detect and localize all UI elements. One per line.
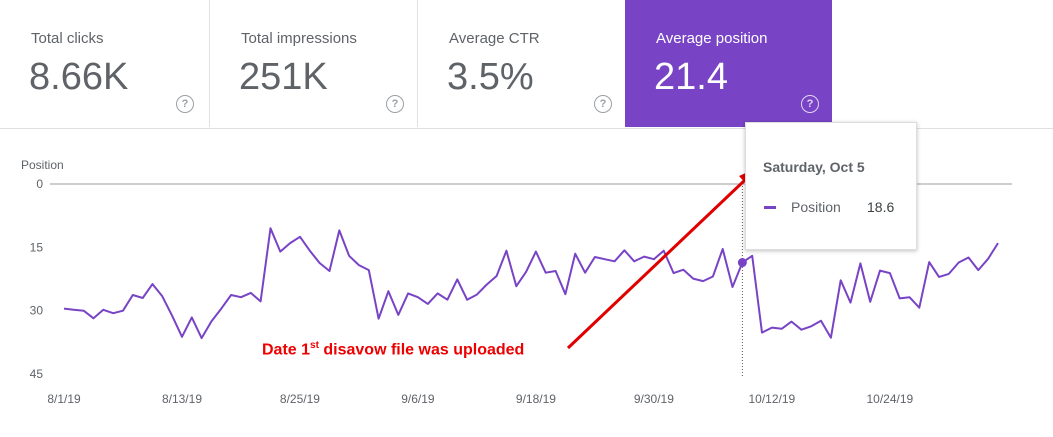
card-divider	[209, 0, 210, 127]
total-impressions-label: Total impressions	[241, 30, 357, 47]
series-line-position	[63, 227, 999, 340]
average-position-card[interactable]: Average position 21.4 ?	[625, 0, 832, 127]
tooltip-series-swatch	[764, 206, 776, 209]
annotation-prefix: Date 1	[262, 341, 311, 359]
data-point[interactable]	[737, 258, 747, 268]
x-tick-label: 9/6/19	[401, 392, 435, 406]
total-impressions-value: 251K	[239, 56, 328, 98]
y-tick-label: 15	[30, 240, 44, 254]
help-icon[interactable]: ?	[176, 95, 194, 113]
x-tick-label: 10/24/19	[866, 392, 913, 406]
total-clicks-value: 8.66K	[29, 56, 129, 98]
metric-cards: Total clicks 8.66K ? Total impressions 2…	[0, 0, 1053, 129]
help-icon[interactable]: ?	[386, 95, 404, 113]
x-tick-label: 10/12/19	[749, 392, 796, 406]
total-clicks-card[interactable]: Total clicks 8.66K ?	[0, 0, 209, 127]
tooltip-date: Saturday, Oct 5	[763, 159, 865, 175]
average-ctr-label: Average CTR	[449, 30, 540, 47]
x-tick-label: 8/13/19	[162, 392, 202, 406]
total-clicks-label: Total clicks	[31, 30, 104, 47]
x-tick-label: 9/18/19	[516, 392, 556, 406]
help-icon[interactable]: ?	[801, 95, 819, 113]
annotation-text: Date 1st disavow file was uploaded	[262, 340, 524, 359]
x-tick-label: 8/25/19	[280, 392, 320, 406]
card-divider	[417, 0, 418, 127]
y-tick-label: 45	[30, 367, 44, 381]
help-icon[interactable]: ?	[594, 95, 612, 113]
tooltip-series-value: 18.6	[867, 199, 895, 215]
average-ctr-value: 3.5%	[447, 56, 534, 98]
x-tick-label: 8/1/19	[47, 392, 81, 406]
annotation-suffix: disavow file was uploaded	[318, 341, 525, 359]
y-tick-label: 0	[36, 177, 43, 191]
total-impressions-card[interactable]: Total impressions 251K ?	[210, 0, 417, 127]
average-ctr-card[interactable]: Average CTR 3.5% ?	[418, 0, 625, 127]
y-tick-label: 30	[30, 304, 44, 318]
y-axis-label: Position	[21, 158, 64, 172]
average-position-label: Average position	[656, 30, 768, 47]
annotation-arrow-line	[566, 178, 747, 350]
annotation-superscript: st	[310, 340, 319, 351]
average-position-value: 21.4	[654, 56, 728, 98]
tooltip-series-name: Position	[791, 199, 841, 215]
chart-tooltip: Saturday, Oct 5 Position 18.6	[745, 122, 917, 250]
x-tick-label: 9/30/19	[634, 392, 674, 406]
